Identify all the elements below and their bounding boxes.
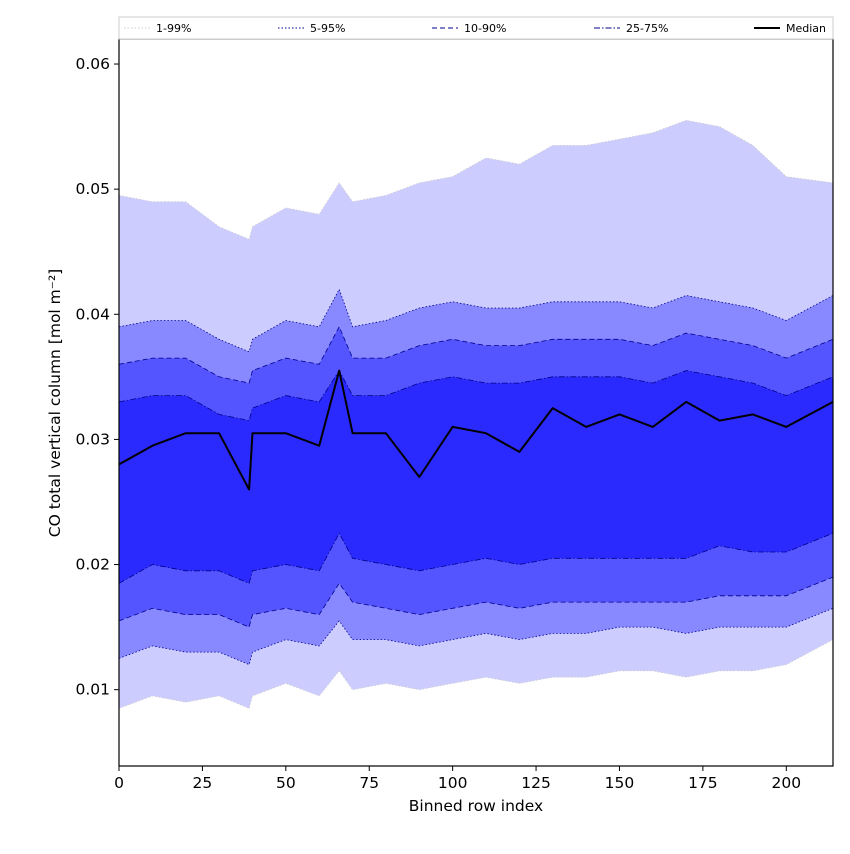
y-tick-label: 0.04 xyxy=(75,305,110,323)
x-axis-title: Binned row index xyxy=(409,797,543,815)
band-lower-edge-0 xyxy=(118,639,834,709)
band-lower-edge-2 xyxy=(118,576,834,628)
x-tick-label: 100 xyxy=(438,774,468,792)
legend-label: 25-75% xyxy=(626,22,668,35)
percentile-bands xyxy=(118,119,834,709)
x-tick-label: 125 xyxy=(521,774,551,792)
x-tick-label: 50 xyxy=(276,774,296,792)
band-upper-edge-3 xyxy=(118,369,834,422)
median-line-0 xyxy=(118,369,834,491)
x-tick-label: 150 xyxy=(605,774,635,792)
x-tick-label: 175 xyxy=(688,774,718,792)
legend-label: 5-95% xyxy=(310,22,345,35)
legend-label: 10-90% xyxy=(464,22,506,35)
x-axis-ticks: 0 25 50 75 100 125 150 175 200 xyxy=(114,766,801,792)
median-line-layer xyxy=(118,369,834,491)
y-tick-label: 0.01 xyxy=(75,681,110,699)
band-upper-edge-2 xyxy=(118,325,834,384)
legend: 1-99% 5-95% 10-90% 25-75% Median xyxy=(118,16,834,40)
x-tick-label: 200 xyxy=(771,774,801,792)
y-tick-label: 0.05 xyxy=(75,180,110,198)
band-upper-edge-1 xyxy=(118,288,834,353)
y-axis-title: CO total vertical column [mol m⁻²] xyxy=(46,269,64,537)
y-tick-label: 0.02 xyxy=(75,556,110,574)
legend-label: Median xyxy=(786,22,826,35)
legend-label: 1-99% xyxy=(156,22,191,35)
y-tick-label: 0.03 xyxy=(75,430,110,448)
band-lower-edge-3 xyxy=(118,532,834,584)
y-tick-label: 0.06 xyxy=(75,55,110,73)
y-axis-ticks: 0.01 0.02 0.03 0.04 0.05 0.06 xyxy=(75,55,119,699)
x-tick-label: 25 xyxy=(193,774,213,792)
band-fill-3 xyxy=(119,370,833,584)
x-tick-label: 75 xyxy=(359,774,379,792)
x-tick-label: 0 xyxy=(114,774,124,792)
legend-box xyxy=(118,16,834,40)
band-lower-edge-1 xyxy=(118,607,834,666)
